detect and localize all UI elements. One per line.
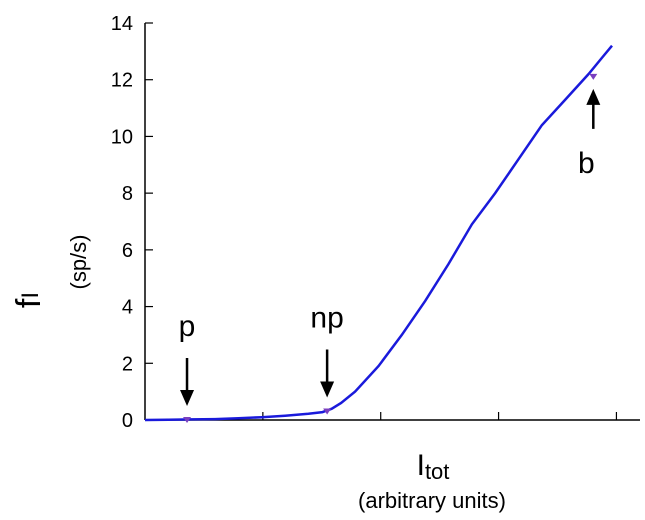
- y-tick-label: 6: [122, 240, 133, 262]
- arrowhead-np: [320, 381, 335, 398]
- y-tick-label: 14: [111, 13, 133, 35]
- x-label-sub-text: tot: [425, 459, 449, 484]
- x-label-main: Itot: [417, 449, 450, 484]
- y-axis-label: fI (sp/s): [10, 235, 91, 309]
- y-tick-label: 2: [122, 353, 133, 375]
- x-axis-label: Itot (arbitrary units): [358, 449, 506, 513]
- y-tick-label: 8: [122, 183, 133, 205]
- marker-np: [323, 408, 332, 415]
- y-tick-label: 0: [122, 410, 133, 432]
- x-ticks: [262, 412, 618, 420]
- x-label-main-text: I: [417, 449, 425, 482]
- annotation-p: p: [179, 310, 196, 343]
- y-tick-label: 10: [111, 126, 133, 148]
- annotation-np: np: [310, 301, 343, 334]
- marker-p: [183, 417, 192, 423]
- y-label-units: (sp/s): [66, 235, 91, 290]
- y-label-main-text: f: [10, 298, 48, 308]
- x-label-units: (arbitrary units): [358, 488, 506, 513]
- markers: p np b: [179, 73, 601, 423]
- y-tick-label: 12: [111, 70, 133, 92]
- annotation-b: b: [578, 147, 595, 180]
- y-label-sub-text: I: [17, 292, 44, 299]
- y-tick-label: 4: [122, 297, 133, 319]
- arrowhead-b: [586, 88, 601, 105]
- arrowhead-p: [180, 390, 195, 406]
- marker-b: [589, 73, 598, 80]
- series-line: [144, 44, 613, 422]
- y-ticks: 0 2 4 6 8 10 12 14: [111, 13, 153, 432]
- y-label-main: fI: [10, 292, 48, 308]
